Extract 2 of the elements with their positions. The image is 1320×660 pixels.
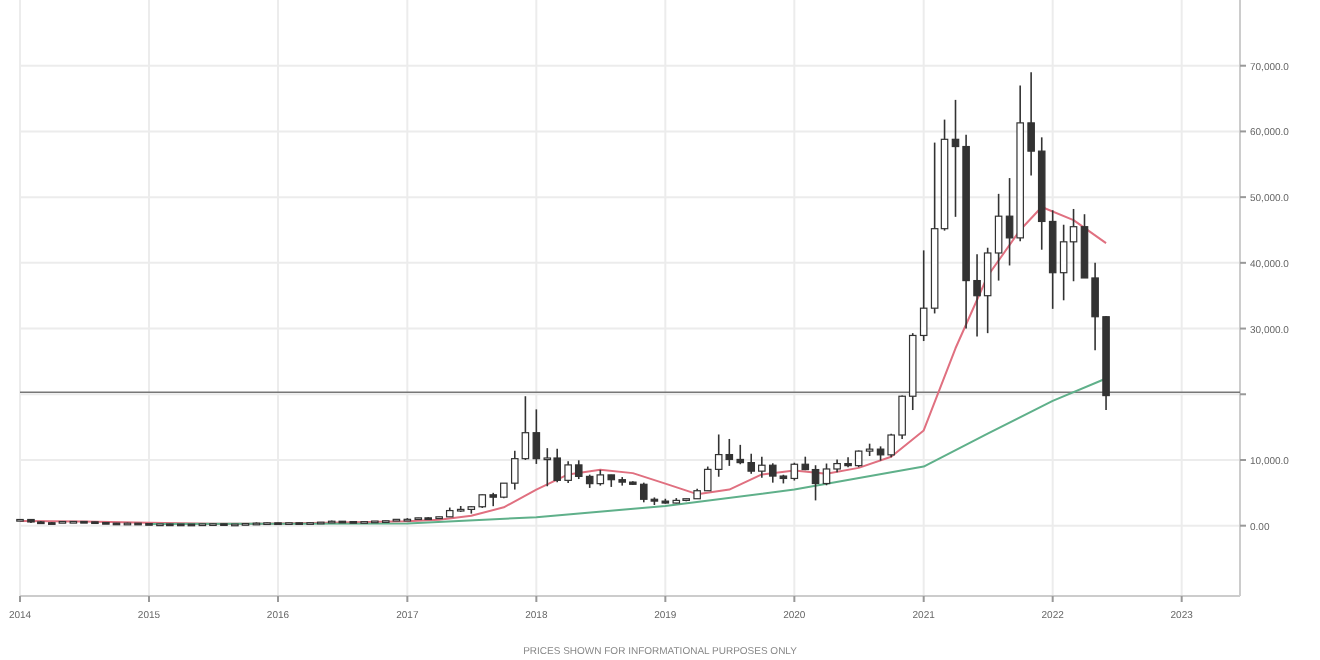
line-series [19,205,1108,525]
line-series [148,377,1108,526]
